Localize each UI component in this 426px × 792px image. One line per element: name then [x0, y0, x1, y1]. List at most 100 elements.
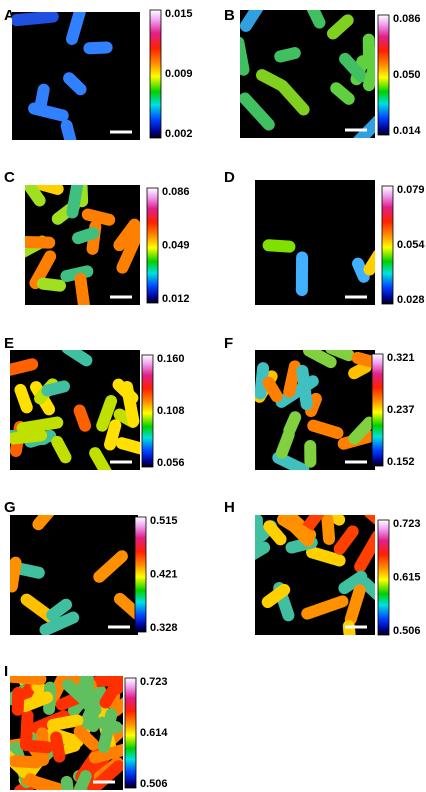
cell: [51, 435, 72, 464]
cell: [261, 583, 291, 609]
cell: [46, 714, 84, 731]
cell: [307, 419, 344, 439]
cell: [348, 416, 375, 445]
panel-label: I: [4, 663, 8, 680]
cell: [73, 404, 92, 432]
cell: [12, 12, 59, 27]
colorbar-tick-label: 0.028: [397, 294, 425, 306]
cell: [25, 185, 46, 207]
cell: [72, 227, 100, 245]
colorbar-tick-label: 0.050: [393, 69, 421, 81]
panel-label: D: [224, 169, 235, 186]
cell: [255, 362, 270, 400]
colorbar-tick-label: 0.506: [140, 778, 168, 790]
cell: [305, 392, 322, 418]
cell: [113, 592, 138, 629]
cell: [326, 14, 354, 40]
cell: [16, 416, 64, 435]
cell: [25, 185, 64, 195]
cell: [359, 577, 375, 603]
cell: [25, 236, 56, 249]
cell: [113, 218, 140, 252]
colorbar-tick-label: 0.012: [162, 293, 190, 305]
panel-label: E: [4, 335, 14, 352]
cell: [46, 598, 73, 622]
cell: [97, 708, 118, 753]
cell: [333, 525, 359, 555]
cell: [63, 72, 87, 96]
cell: [352, 257, 370, 283]
cells: [262, 239, 375, 297]
colorbar-tick-label: 0.421: [150, 568, 178, 580]
cell: [324, 350, 355, 362]
cell: [351, 351, 375, 370]
cell: [14, 383, 33, 414]
colorbar-tick-label: 0.086: [393, 13, 421, 25]
cell: [111, 676, 123, 695]
colorbar: [377, 14, 390, 136]
cell: [344, 584, 366, 626]
cell: [10, 429, 48, 445]
cell: [338, 570, 368, 595]
cell: [81, 208, 116, 226]
colorbar-tick-label: 0.056: [157, 457, 185, 469]
cell: [61, 350, 93, 367]
colorbar-tick-label: 0.515: [150, 515, 178, 527]
cell: [304, 10, 326, 29]
cell: [11, 686, 25, 716]
colorbar-tick-label: 0.723: [140, 676, 168, 688]
colorbar: [377, 519, 390, 636]
colorbar: [371, 353, 384, 467]
colorbar-tick-label: 0.237: [387, 404, 415, 416]
colorbar-tick-label: 0.321: [387, 352, 415, 364]
cell: [104, 419, 122, 451]
cell: [36, 277, 66, 292]
colorbar-tick-label: 0.328: [150, 622, 178, 634]
panel-label: C: [4, 169, 15, 186]
cell: [50, 731, 66, 763]
cell: [83, 41, 113, 55]
cell: [60, 119, 78, 140]
cell: [295, 251, 309, 297]
cell: [255, 515, 263, 548]
colorbar-tick-label: 0.614: [140, 727, 168, 739]
colorbar-tick-label: 0.009: [165, 68, 193, 80]
cell: [263, 520, 287, 546]
colorbar: [134, 516, 147, 633]
cells: [25, 185, 140, 305]
colorbar: [149, 9, 162, 139]
cell: [301, 595, 349, 620]
cell: [306, 546, 346, 567]
colorbar-tick-label: 0.054: [397, 239, 425, 251]
cell: [255, 541, 271, 565]
cell: [62, 678, 102, 716]
cell: [354, 530, 375, 573]
cell: [96, 395, 118, 432]
cell: [296, 364, 313, 411]
colorbar: [146, 187, 159, 304]
cell: [300, 515, 329, 536]
cells: [12, 12, 113, 140]
cell: [65, 12, 88, 45]
cell: [352, 110, 375, 138]
cell: [276, 515, 315, 542]
cell: [73, 770, 92, 790]
cell: [10, 676, 47, 685]
cell: [74, 272, 91, 305]
cell: [240, 92, 275, 131]
cell: [41, 380, 70, 397]
colorbar-tick-label: 0.086: [162, 186, 190, 198]
panel-label: B: [224, 7, 235, 24]
colorbar-tick-label: 0.615: [393, 571, 421, 583]
cell: [10, 755, 43, 769]
cell: [39, 611, 80, 635]
cell: [303, 350, 337, 369]
cell: [88, 743, 123, 764]
cells: [255, 350, 375, 470]
cell: [60, 775, 75, 790]
panel-label: F: [224, 335, 233, 352]
colorbar-tick-label: 0.160: [157, 353, 185, 365]
cell: [283, 360, 301, 398]
colorbar-tick-label: 0.002: [165, 128, 193, 140]
colorbar-tick-label: 0.079: [397, 184, 425, 196]
